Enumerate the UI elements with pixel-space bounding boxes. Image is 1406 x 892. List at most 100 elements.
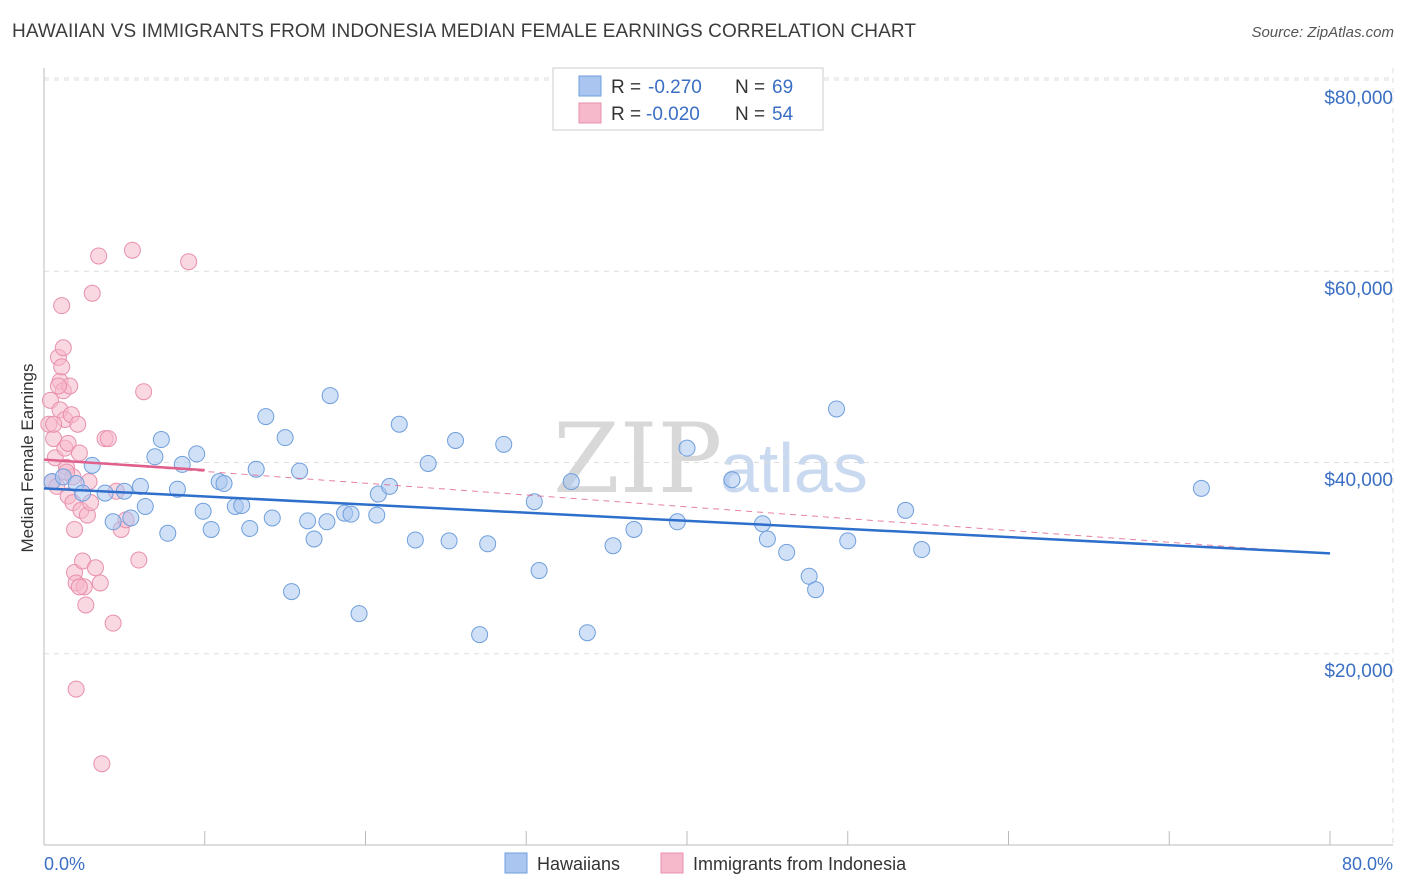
bottom-legend: Hawaiians Immigrants from Indonesia (504, 852, 907, 874)
point-hawaiians-31 (305, 530, 323, 548)
point-hawaiians-46 (479, 535, 497, 553)
point-hawaiians-51 (578, 624, 596, 642)
trend-hawaiians (43, 487, 1331, 555)
point-hawaiians-45 (471, 626, 489, 644)
series-hawaiians-points (43, 387, 1210, 644)
point-hawaiians-39 (381, 477, 399, 495)
point-indonesia-41 (99, 430, 117, 448)
legend-r-label-1: R = (611, 77, 641, 98)
bottom-legend-label-hawaiians: Hawaiians (537, 854, 620, 874)
x-tick-label-max: 80.0% (1342, 854, 1393, 874)
legend-n-value-2: 54 (772, 104, 794, 125)
point-hawaiians-56 (723, 471, 741, 489)
point-hawaiians-47 (495, 435, 513, 453)
point-hawaiians-26 (263, 509, 281, 527)
point-hawaiians-8 (122, 509, 140, 527)
point-hawaiians-55 (678, 439, 696, 457)
point-indonesia-49 (180, 253, 198, 271)
bottom-legend-swatch-indonesia (660, 852, 684, 874)
bottom-legend-swatch-hawaiians (504, 852, 528, 874)
legend-n-label-1: N = (735, 77, 765, 98)
point-hawaiians-3 (74, 484, 92, 502)
watermark-zip: ZIP (553, 403, 722, 515)
point-hawaiians-52 (604, 537, 622, 555)
point-hawaiians-59 (778, 543, 796, 561)
point-hawaiians-14 (168, 480, 186, 498)
point-hawaiians-10 (136, 497, 154, 515)
point-hawaiians-5 (96, 484, 114, 502)
point-indonesia-46 (123, 241, 141, 259)
point-indonesia-9 (53, 358, 71, 376)
point-hawaiians-16 (188, 445, 206, 463)
point-indonesia-10 (53, 297, 71, 315)
y-tick-label-80000: $80,000 (1324, 88, 1393, 109)
y-tick-label-40000: $40,000 (1324, 470, 1393, 491)
y-axis-title: Median Female Earnings (18, 364, 37, 553)
point-hawaiians-13 (159, 524, 177, 542)
top-legend: R = -0.270 N = 69 R = -0.020 N = 54 (552, 67, 824, 131)
y-tick-label-20000: $20,000 (1324, 661, 1393, 682)
point-indonesia-53 (49, 377, 67, 395)
point-hawaiians-61 (807, 581, 825, 599)
point-indonesia-17 (59, 434, 77, 452)
bottom-legend-label-indonesia: Immigrants from Indonesia (693, 854, 907, 874)
point-hawaiians-32 (318, 513, 336, 531)
point-indonesia-26 (69, 415, 87, 433)
trend-lines (43, 458, 1331, 555)
point-hawaiians-36 (350, 605, 368, 623)
legend-swatch-indonesia (578, 102, 602, 124)
trend-indonesia (43, 458, 205, 472)
point-hawaiians-62 (827, 400, 845, 418)
legend-swatch-hawaiians (578, 75, 602, 97)
point-hawaiians-50 (562, 473, 580, 491)
point-hawaiians-44 (447, 432, 465, 450)
point-hawaiians-12 (152, 431, 170, 449)
x-tick-label-min: 0.0% (44, 854, 85, 874)
point-hawaiians-37 (368, 506, 386, 524)
point-hawaiians-29 (291, 462, 309, 480)
point-hawaiians-30 (299, 512, 317, 530)
point-hawaiians-43 (440, 532, 458, 550)
point-indonesia-42 (104, 614, 122, 632)
point-hawaiians-33 (321, 387, 339, 405)
legend-r-value-1: -0.270 (648, 77, 702, 98)
point-hawaiians-35 (342, 505, 360, 523)
legend-n-value-1: 69 (772, 77, 793, 98)
trend-indonesia-extended (43, 459, 1282, 551)
point-hawaiians-24 (247, 460, 265, 478)
point-hawaiians-6 (104, 513, 122, 531)
point-hawaiians-48 (525, 493, 543, 511)
point-indonesia-25 (67, 680, 85, 698)
y-tick-label-60000: $60,000 (1324, 279, 1393, 300)
point-indonesia-39 (93, 755, 111, 773)
point-hawaiians-65 (913, 541, 931, 559)
legend-n-label-2: N = (735, 104, 765, 125)
watermark-atlas: atlas (720, 429, 868, 507)
point-indonesia-31 (77, 596, 95, 614)
point-hawaiians-28 (283, 583, 301, 601)
point-indonesia-47 (130, 551, 148, 569)
point-hawaiians-25 (257, 408, 275, 426)
point-hawaiians-18 (202, 520, 220, 538)
point-indonesia-11 (54, 339, 72, 357)
series-indonesia-points (40, 241, 198, 773)
legend-r-value-2: -0.020 (646, 104, 700, 125)
point-hawaiians-20 (215, 475, 233, 493)
point-indonesia-48 (135, 383, 153, 401)
point-hawaiians-27 (276, 429, 294, 447)
point-hawaiians-22 (233, 497, 251, 515)
point-hawaiians-42 (419, 454, 437, 472)
point-indonesia-38 (91, 574, 109, 592)
point-hawaiians-11 (146, 448, 164, 466)
x-ticks (43, 831, 1331, 845)
legend-r-label-2: R = (611, 104, 641, 125)
point-hawaiians-17 (194, 502, 212, 520)
point-hawaiians-66 (1192, 479, 1210, 497)
point-indonesia-50 (45, 415, 63, 433)
point-hawaiians-49 (530, 562, 548, 580)
point-hawaiians-64 (897, 501, 915, 519)
point-indonesia-36 (86, 559, 104, 577)
axes (43, 68, 1393, 846)
point-hawaiians-40 (390, 415, 408, 433)
